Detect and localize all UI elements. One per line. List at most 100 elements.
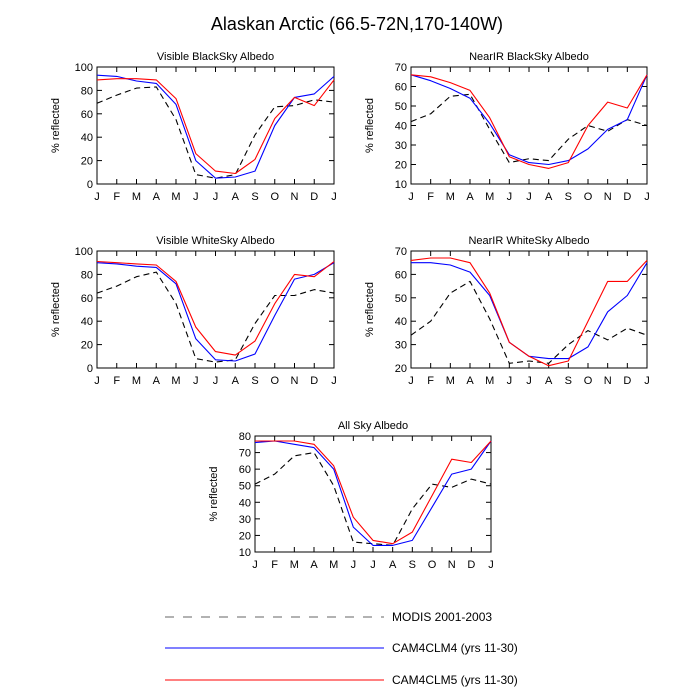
- x-tick-label: J: [526, 191, 532, 203]
- y-tick-label: 40: [81, 316, 93, 328]
- y-tick-label: 70: [239, 448, 251, 460]
- legend-label-cam4clm4: CAM4CLM4 (yrs 11-30): [392, 641, 518, 655]
- x-tick-label: D: [623, 375, 631, 387]
- panel-title: NearIR WhiteSky Albedo: [468, 235, 589, 247]
- chart-panel-1: Visible BlackSky Albedo % reflected 0 20 40 6…: [50, 51, 337, 203]
- x-tick-label: M: [171, 375, 180, 387]
- x-tick-label: S: [565, 191, 572, 203]
- x-tick-label: J: [94, 191, 100, 203]
- x-tick-label: A: [545, 191, 553, 203]
- series-line-cam4clm4: [411, 262, 648, 360]
- x-tick-label: J: [526, 375, 532, 387]
- series-line-modis: [410, 280, 648, 364]
- x-tick-label: J: [507, 191, 513, 203]
- y-tick-label: 50: [395, 101, 407, 113]
- series-line-cam4clm4: [96, 262, 335, 362]
- y-tick-label: 10: [239, 547, 251, 559]
- y-tick-label: 10: [395, 179, 407, 191]
- plot-frame: [410, 250, 648, 369]
- x-tick-label: A: [153, 375, 161, 387]
- x-tick-label: F: [271, 559, 278, 571]
- y-tick-label: 0: [87, 363, 93, 375]
- legend-label-modis: MODIS 2001-2003: [392, 610, 492, 624]
- y-tick-label: 40: [395, 121, 407, 133]
- x-tick-label: J: [351, 559, 357, 571]
- x-tick-label: J: [408, 375, 414, 387]
- x-tick-label: J: [408, 191, 414, 203]
- x-tick-label: D: [467, 559, 475, 571]
- series-line-modis: [254, 452, 492, 546]
- y-tick-label: 100: [75, 62, 93, 74]
- x-tick-label: J: [644, 191, 650, 203]
- x-tick-label: J: [193, 375, 199, 387]
- y-axis-label: % reflected: [364, 282, 376, 337]
- x-tick-label: F: [113, 375, 120, 387]
- y-tick-label: 20: [395, 363, 407, 375]
- x-tick-label: M: [446, 191, 455, 203]
- x-tick-label: M: [132, 191, 141, 203]
- series-line-cam4clm5: [96, 260, 335, 356]
- x-tick-label: S: [409, 559, 416, 571]
- x-tick-label: D: [310, 191, 318, 203]
- series-line-cam4clm4: [96, 74, 335, 179]
- y-tick-label: 60: [239, 464, 251, 476]
- series-line-cam4clm4: [254, 440, 492, 546]
- x-tick-label: N: [448, 559, 456, 571]
- y-tick-label: 40: [81, 132, 93, 144]
- x-tick-label: M: [446, 375, 455, 387]
- x-tick-label: A: [466, 375, 474, 387]
- y-axis-label: % reflected: [364, 98, 376, 153]
- x-tick-label: D: [623, 191, 631, 203]
- x-tick-label: F: [427, 375, 434, 387]
- x-tick-label: J: [644, 375, 650, 387]
- x-tick-label: J: [488, 559, 494, 571]
- x-tick-label: M: [485, 375, 494, 387]
- chart-panel-3: Visible WhiteSky Albedo % reflected 0 20 40 6…: [50, 235, 337, 387]
- y-tick-label: 20: [81, 340, 93, 352]
- y-tick-label: 60: [81, 109, 93, 121]
- x-tick-label: N: [291, 191, 299, 203]
- chart-panel-2: NearIR BlackSky Albedo % reflected 10 20 30 4…: [364, 51, 650, 203]
- y-tick-label: 20: [239, 530, 251, 542]
- x-tick-label: J: [213, 375, 219, 387]
- x-tick-label: A: [545, 375, 553, 387]
- y-tick-label: 50: [395, 293, 407, 305]
- chart-panel-4: NearIR WhiteSky Albedo % reflected 20 30 40 5…: [364, 235, 650, 387]
- x-tick-label: A: [466, 191, 474, 203]
- y-tick-label: 60: [395, 82, 407, 94]
- y-tick-label: 30: [395, 140, 407, 152]
- x-tick-label: F: [113, 191, 120, 203]
- x-tick-label: N: [604, 191, 612, 203]
- series-line-cam4clm5: [255, 440, 492, 545]
- figure-title: Alaskan Arctic (66.5-72N,170-140W): [211, 14, 503, 34]
- x-tick-label: S: [565, 375, 572, 387]
- panel-title: Visible BlackSky Albedo: [157, 51, 274, 63]
- x-tick-label: J: [507, 375, 513, 387]
- panel-title: Visible WhiteSky Albedo: [156, 235, 274, 247]
- panel-title: All Sky Albedo: [338, 420, 408, 432]
- x-tick-label: A: [153, 191, 161, 203]
- y-tick-label: 20: [395, 160, 407, 172]
- x-tick-label: S: [251, 375, 258, 387]
- x-tick-label: A: [389, 559, 397, 571]
- x-tick-label: N: [291, 375, 299, 387]
- x-tick-label: O: [428, 559, 437, 571]
- x-tick-label: M: [132, 375, 141, 387]
- x-tick-label: D: [310, 375, 318, 387]
- x-tick-label: M: [329, 559, 338, 571]
- y-axis-label: % reflected: [208, 466, 220, 521]
- plot-frame: [254, 435, 492, 553]
- chart-panel-5: All Sky Albedo % reflected 10 20 30 40 50 60 70 8…: [208, 420, 494, 571]
- x-tick-label: M: [485, 191, 494, 203]
- legend-label-cam4clm5: CAM4CLM5 (yrs 11-30): [392, 673, 518, 687]
- series-line-modis: [96, 271, 335, 363]
- y-tick-label: 20: [81, 156, 93, 168]
- plot-frame: [410, 66, 648, 185]
- x-tick-label: M: [290, 559, 299, 571]
- x-tick-label: J: [331, 375, 337, 387]
- y-tick-label: 70: [395, 62, 407, 74]
- y-tick-label: 0: [87, 179, 93, 191]
- legend: MODIS 2001-2003 CAM4CLM4 (yrs 11-30) CAM…: [165, 610, 518, 687]
- x-tick-label: J: [331, 191, 337, 203]
